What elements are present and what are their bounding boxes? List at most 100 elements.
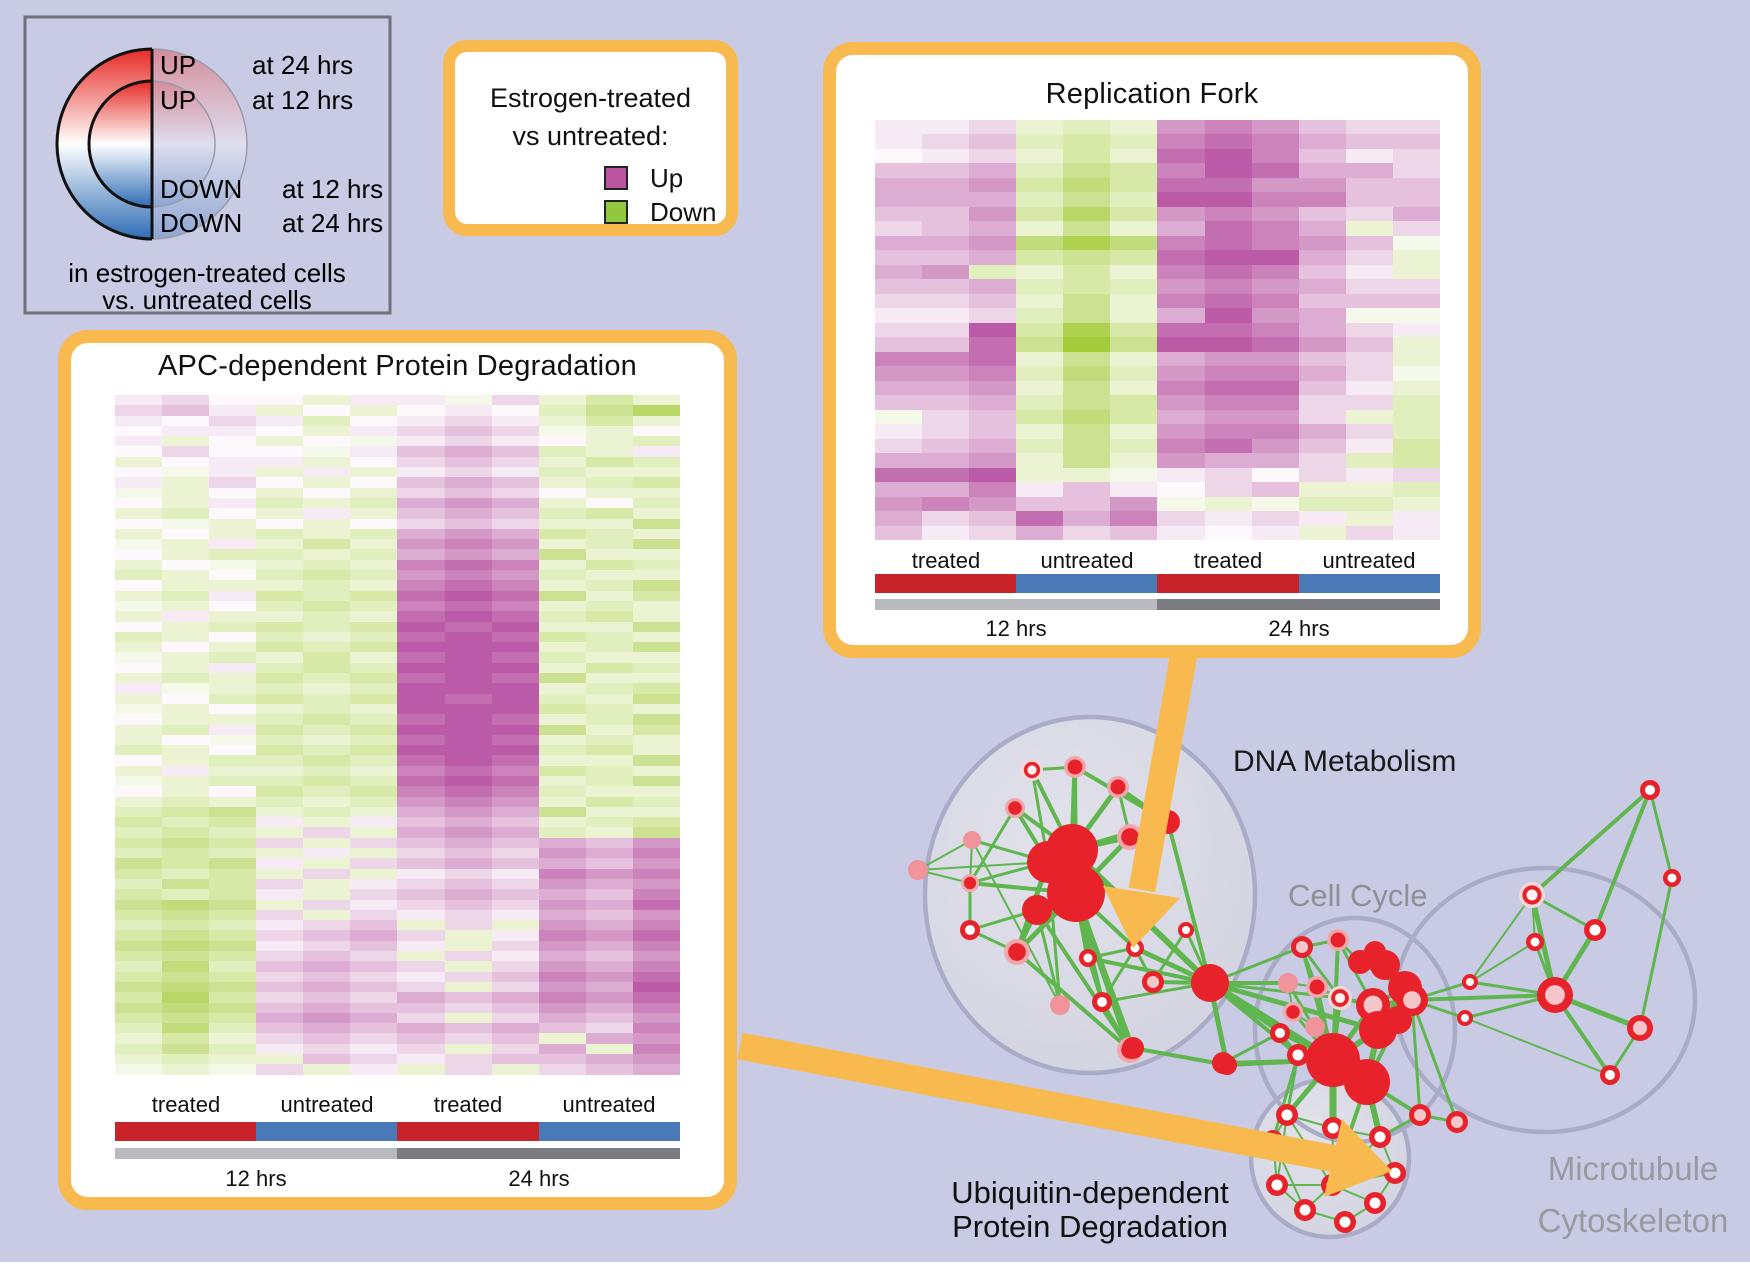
heatmap-cell [491, 868, 539, 879]
heatmap-cell [1251, 409, 1299, 425]
heatmap-cell [397, 1054, 445, 1065]
heatmap-row [875, 221, 1440, 236]
heatmap-cell [585, 981, 633, 993]
heatmap-cell [1298, 148, 1346, 164]
heatmap-cell [1345, 163, 1393, 178]
heatmap-cell [397, 580, 445, 591]
heatmap-cell [538, 858, 586, 869]
heatmap-cell [303, 971, 351, 982]
heatmap-cell [397, 745, 445, 756]
heatmap-cell [491, 961, 539, 972]
heatmap-cell [115, 600, 163, 612]
network-node [1466, 978, 1474, 986]
heatmap-cell [1298, 351, 1346, 367]
heatmap-cell [444, 878, 492, 890]
heatmap-cell [397, 600, 445, 612]
heatmap-cell [115, 889, 163, 900]
heatmap-cell [256, 631, 304, 643]
heatmap-cell [632, 806, 680, 818]
heatmap-row [875, 250, 1440, 265]
heatmap-cell [1392, 453, 1440, 468]
network-edge [1469, 941, 1536, 983]
network-node [963, 831, 981, 849]
heatmap-cell [303, 1064, 351, 1075]
heatmap-cell [209, 570, 257, 581]
heatmap-cell [1392, 308, 1440, 323]
down-swatch-label: Down [650, 197, 717, 227]
heatmap-cell [303, 878, 351, 890]
heatmap-cell [256, 1012, 304, 1024]
heatmap-cell [444, 734, 492, 746]
heatmap-cell [632, 724, 680, 735]
heatmap-row [875, 453, 1440, 468]
heatmap-cell [1157, 293, 1205, 309]
heatmap-cell [397, 806, 445, 818]
heatmap-cell [1345, 177, 1393, 193]
heatmap-cell [350, 631, 398, 643]
heatmap-cell [538, 415, 586, 426]
heatmap-cell [350, 786, 398, 797]
inner-left-outline [87, 79, 153, 209]
heatmap-cell [585, 909, 633, 921]
heatmap-cell [162, 889, 210, 900]
heatmap-cell [115, 817, 163, 828]
heatmap-cell [632, 940, 680, 952]
heatmap-cell [1157, 177, 1205, 193]
heatmap-row [115, 1064, 680, 1075]
heatmap-cell [585, 1002, 633, 1013]
heatmap-cell [397, 981, 445, 993]
heatmap-cell [1345, 235, 1393, 251]
heatmap-cell [397, 796, 445, 807]
network-node [1369, 1197, 1381, 1209]
heatmap-cell [491, 858, 539, 869]
heatmap-cell [303, 405, 351, 416]
heatmap-cell [1392, 120, 1440, 135]
heatmap-row [115, 848, 680, 859]
heatmap-cell [585, 1043, 633, 1054]
network-node [1146, 975, 1160, 989]
heatmap-cell [1392, 482, 1440, 497]
heatmap-cell [632, 1033, 680, 1044]
heatmap-cell [875, 293, 923, 309]
heatmap-cell [209, 1012, 257, 1024]
heatmap-cell [632, 642, 680, 653]
heatmap-cell [585, 1064, 633, 1075]
network-node [1645, 785, 1655, 795]
rep-24hr-bar [1157, 599, 1440, 610]
heatmap-cell [1298, 482, 1346, 497]
heatmap-cell [397, 868, 445, 879]
heatmap-cell [491, 487, 539, 498]
heatmap-cell [538, 600, 586, 612]
heatmap-cell [162, 765, 210, 776]
heatmap-cell [397, 1043, 445, 1054]
heatmap-cell [585, 508, 633, 519]
heatmap-cell [1204, 221, 1252, 236]
heatmap-cell [875, 424, 923, 439]
heatmap-cell [1063, 163, 1111, 178]
heatmap-cell [585, 611, 633, 622]
heatmap-row [115, 631, 680, 643]
heatmap-cell [444, 858, 492, 869]
heatmap-cell [350, 539, 398, 550]
heatmap-cell [538, 775, 586, 787]
heatmap-cell [444, 549, 492, 560]
heatmap-cell [162, 456, 210, 468]
heatmap-cell [632, 930, 680, 941]
network-node [1212, 1052, 1234, 1074]
heatmap-cell [875, 308, 923, 323]
heatmap-cell [491, 436, 539, 447]
heatmap-cell [1204, 496, 1252, 512]
replication-fork-title: Replication Fork [1045, 78, 1259, 110]
heatmap-cell [1298, 409, 1346, 425]
heatmap-cell [444, 425, 492, 437]
heatmap-cell [538, 539, 586, 550]
heatmap-cell [444, 920, 492, 931]
heatmap-cell [444, 1023, 492, 1034]
heatmap-row [115, 755, 680, 766]
heatmap-cell [632, 570, 680, 581]
heatmap-cell [350, 693, 398, 704]
heatmap-cell [491, 621, 539, 632]
heatmap-cell [350, 899, 398, 910]
heatmap-cell [538, 611, 586, 622]
heatmap-cell [1110, 250, 1158, 265]
